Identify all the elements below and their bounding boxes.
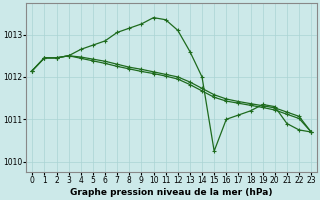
X-axis label: Graphe pression niveau de la mer (hPa): Graphe pression niveau de la mer (hPa) bbox=[70, 188, 273, 197]
